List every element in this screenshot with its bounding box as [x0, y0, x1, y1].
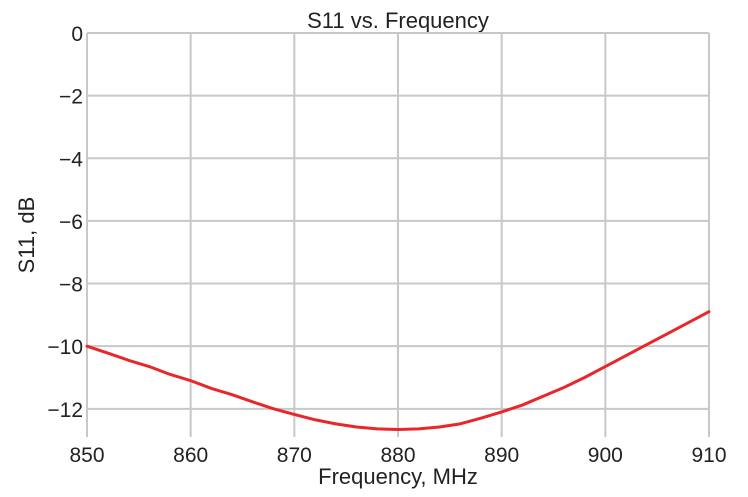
y-tick-labels: 0 −2 −4 −6 −8 −10 −12 [47, 23, 83, 422]
vertical-gridlines [86, 33, 710, 437]
y-tick-label: −10 [47, 336, 83, 359]
x-tick-label: 890 [484, 444, 519, 467]
x-tick-label: 850 [69, 444, 104, 467]
series-layer [85, 310, 711, 431]
x-axis-title: Frequency, MHz [318, 464, 478, 489]
y-tick-label: −4 [59, 148, 83, 171]
x-tick-label: 870 [277, 444, 312, 467]
horizontal-gridlines [87, 32, 709, 410]
x-tick-label: 910 [691, 444, 726, 467]
x-tick-label: 880 [380, 444, 415, 467]
y-tick-label: −12 [47, 399, 83, 422]
x-tick-label: 860 [173, 444, 208, 467]
y-tick-label: 0 [71, 23, 83, 46]
y-tick-label: −8 [59, 274, 83, 297]
y-tick-label: −6 [59, 211, 83, 234]
x-tick-label: 900 [588, 444, 623, 467]
y-tick-label: −2 [59, 86, 83, 109]
x-tick-labels: 850 860 870 880 890 900 910 [69, 444, 726, 467]
y-axis-title: S11, dB [14, 197, 39, 274]
s11-series-line [85, 310, 711, 431]
chart-title: S11 vs. Frequency [307, 8, 489, 33]
